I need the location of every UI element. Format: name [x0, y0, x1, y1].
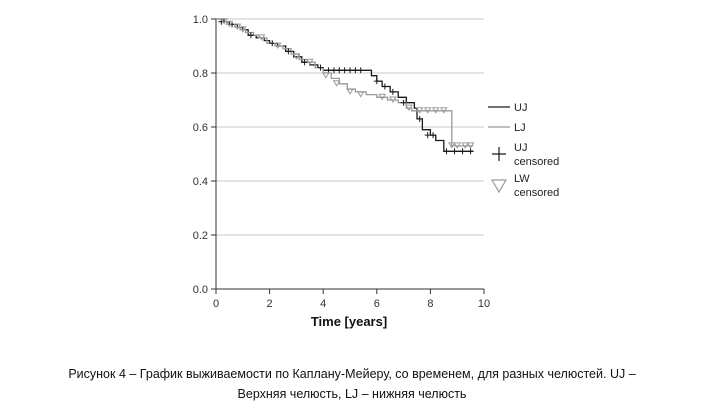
x-tick-label: 6	[374, 298, 380, 310]
axes	[211, 18, 485, 294]
lw-censor-mark	[447, 142, 456, 149]
y-tick-label: 0.0	[193, 284, 208, 296]
lw-censor-mark	[346, 88, 354, 95]
lw-censor-mark	[431, 107, 440, 114]
lw-censor-mark	[292, 53, 301, 60]
uj-censor-mark	[400, 99, 407, 106]
lw-censor-mark	[238, 26, 247, 33]
lw-censor-mark	[225, 20, 234, 28]
lw-censor-mark	[332, 80, 341, 87]
lw-censor-mark	[356, 91, 365, 98]
uj-censor-mark	[416, 115, 423, 122]
lw-censor-mark	[439, 107, 448, 114]
legend-swatch-uj-censored	[492, 147, 506, 161]
x-tick-label: 0	[213, 298, 219, 310]
lw-censor-mark	[405, 104, 413, 112]
uj-censor-mark	[247, 32, 254, 39]
legend-sublabel-lw-censored: censored	[514, 187, 559, 199]
y-tick-label: 0.6	[193, 122, 208, 134]
lw-censor-mark	[378, 93, 387, 101]
uj-censor-mark	[301, 59, 308, 66]
lw-censor-mark	[423, 107, 432, 114]
uj-censor-mark	[357, 67, 364, 74]
uj-censor-mark	[467, 148, 474, 155]
legend-sublabel-uj-censored: censored	[514, 156, 559, 168]
caption-line-1: Рисунок 4 – График выживаемости по Капла…	[68, 367, 636, 381]
lw-censor-mark	[233, 23, 242, 31]
uj-censor-mark	[352, 67, 359, 74]
x-tick-label: 10	[478, 298, 490, 310]
uj-censor-mark	[330, 67, 337, 74]
km-survival-chart: 0.0 0.2 0.4 0.6 0.8 1.0 0 2 4 6 8 10 Time [years] U…	[193, 14, 560, 329]
uj-censor-mark	[389, 88, 396, 95]
lw-censor-mark	[220, 18, 228, 25]
uj-censor-mark	[373, 78, 380, 85]
x-tick-label: 4	[320, 298, 326, 310]
lw-censor-mark	[305, 58, 314, 66]
lw-censor-mark	[461, 142, 470, 149]
censor-markers	[218, 18, 475, 155]
x-tick-label: 2	[267, 298, 273, 310]
legend-label-uj: UJ	[514, 102, 527, 114]
y-tick-label: 1.0	[193, 14, 208, 26]
lw-censor-mark	[388, 96, 397, 103]
uj-censor-mark	[347, 67, 353, 74]
legend-label-lj: LJ	[514, 122, 526, 134]
y-tick-label: 0.8	[193, 68, 208, 80]
y-tick-label: 0.4	[193, 176, 208, 188]
x-tick-label: 8	[427, 298, 433, 310]
uj-censor-mark	[341, 67, 348, 74]
series-lines	[216, 18, 474, 152]
uj-censor-mark	[430, 132, 437, 139]
lw-censor-mark	[273, 42, 282, 49]
legend-label-uj-censored: UJ	[514, 142, 527, 154]
uj-censor-mark	[459, 148, 466, 155]
uj-censor-mark	[317, 64, 324, 71]
legend: UJ LJ UJ censored LW censored	[488, 102, 559, 199]
uj-censor-mark	[285, 48, 292, 55]
lw-censor-mark	[466, 142, 475, 149]
lw-censor-mark	[321, 72, 330, 79]
tick-labels: 0.0 0.2 0.4 0.6 0.8 1.0 0 2 4 6 8 10	[193, 14, 490, 310]
lw-censor-mark	[453, 142, 462, 149]
lw-censor-mark	[257, 34, 266, 41]
legend-label-lw-censored: LW	[514, 173, 530, 185]
uj-censor-mark	[381, 83, 388, 90]
caption-line-2: Верхняя челюсть, LJ – нижняя челюсть	[237, 387, 467, 401]
legend-swatch-lw-censored	[490, 179, 508, 194]
figure-caption: Рисунок 4 – График выживаемости по Капла…	[20, 364, 684, 404]
uj-censor-mark	[424, 132, 431, 139]
uj-censor-mark	[443, 148, 450, 155]
gridlines	[216, 18, 484, 236]
uj-censor-mark	[336, 67, 343, 74]
y-tick-label: 0.2	[193, 230, 208, 242]
x-axis-title: Time [years]	[311, 314, 387, 329]
uj-censor-mark	[451, 148, 458, 155]
series-line-uj	[216, 18, 474, 152]
lw-censor-mark	[415, 107, 424, 114]
